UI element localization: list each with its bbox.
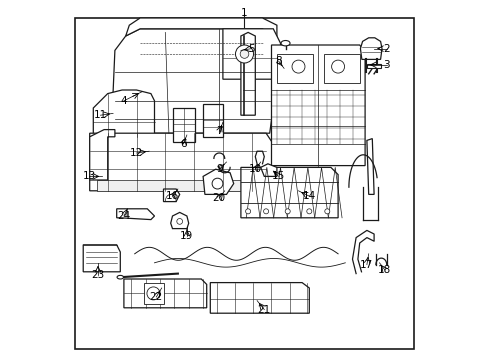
- FancyBboxPatch shape: [172, 108, 194, 142]
- Text: 8: 8: [275, 56, 282, 66]
- FancyBboxPatch shape: [323, 54, 359, 83]
- Text: 2: 2: [383, 44, 389, 54]
- Polygon shape: [203, 169, 233, 194]
- Text: 11: 11: [94, 110, 107, 120]
- Polygon shape: [163, 189, 179, 202]
- Polygon shape: [97, 180, 262, 191]
- Text: 4: 4: [121, 96, 127, 106]
- Circle shape: [212, 178, 223, 189]
- Text: 6: 6: [180, 139, 186, 149]
- Circle shape: [235, 45, 253, 63]
- Text: 24: 24: [117, 211, 130, 221]
- Polygon shape: [89, 133, 273, 191]
- Circle shape: [291, 60, 305, 73]
- Circle shape: [263, 209, 268, 214]
- Circle shape: [331, 60, 344, 73]
- Polygon shape: [123, 279, 206, 308]
- Text: 19: 19: [180, 231, 193, 241]
- Polygon shape: [111, 29, 280, 133]
- Ellipse shape: [117, 275, 123, 279]
- Text: 7: 7: [216, 126, 222, 136]
- Text: 10: 10: [248, 164, 262, 174]
- FancyBboxPatch shape: [366, 64, 380, 68]
- Text: 20: 20: [212, 193, 225, 203]
- Text: 22: 22: [149, 292, 163, 302]
- Polygon shape: [260, 164, 276, 176]
- Polygon shape: [241, 167, 337, 218]
- Text: 17: 17: [360, 260, 373, 270]
- Text: 21: 21: [257, 305, 270, 315]
- Circle shape: [146, 287, 160, 300]
- Polygon shape: [89, 130, 115, 180]
- Circle shape: [324, 209, 329, 214]
- Polygon shape: [93, 90, 154, 137]
- Polygon shape: [271, 45, 365, 166]
- Text: 14: 14: [302, 191, 315, 201]
- Polygon shape: [125, 18, 276, 40]
- Polygon shape: [170, 212, 188, 229]
- Text: 23: 23: [91, 270, 104, 280]
- Text: 9: 9: [216, 164, 222, 174]
- FancyBboxPatch shape: [276, 54, 312, 83]
- Polygon shape: [223, 29, 280, 79]
- Polygon shape: [210, 283, 309, 313]
- Circle shape: [306, 209, 311, 214]
- Text: 12: 12: [130, 148, 143, 158]
- Text: 3: 3: [383, 60, 389, 70]
- Text: 16: 16: [165, 191, 179, 201]
- FancyBboxPatch shape: [143, 283, 163, 304]
- Circle shape: [245, 209, 250, 214]
- Circle shape: [240, 50, 248, 58]
- Polygon shape: [117, 209, 154, 220]
- Circle shape: [285, 209, 289, 214]
- Text: 13: 13: [82, 171, 96, 181]
- Text: 15: 15: [271, 171, 285, 181]
- Ellipse shape: [281, 41, 289, 46]
- Polygon shape: [360, 38, 381, 59]
- Text: 5: 5: [248, 44, 254, 54]
- Circle shape: [177, 219, 182, 224]
- Text: 18: 18: [378, 265, 391, 275]
- Polygon shape: [83, 245, 120, 272]
- Text: 1: 1: [240, 8, 246, 18]
- Polygon shape: [366, 139, 373, 194]
- Polygon shape: [241, 32, 255, 115]
- FancyBboxPatch shape: [203, 104, 223, 137]
